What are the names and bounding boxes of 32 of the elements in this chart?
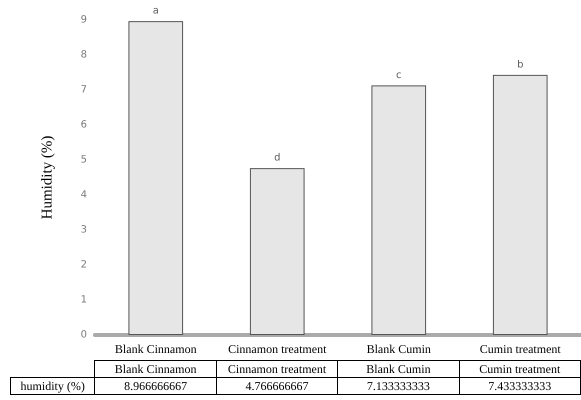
bar <box>371 85 426 335</box>
annotation: a <box>152 6 159 17</box>
y-tick-label: 4 <box>80 190 87 200</box>
y-tick-label: 2 <box>80 260 87 270</box>
text: humidity (%) <box>10 378 95 394</box>
data-label: 8.966666667 <box>94 378 216 394</box>
y-tick-label: 7 <box>80 84 87 96</box>
y-tick-label: 0 <box>80 330 87 340</box>
category-label: Blank Cinnamon <box>114 362 196 376</box>
data-label: 4.766666667 <box>216 378 338 394</box>
x-tick-label: Blank Cinnamon <box>114 342 197 356</box>
y-tick-label: 9 <box>80 14 87 26</box>
category-label: Blank Cumin <box>366 362 431 376</box>
annotation: d <box>274 152 280 164</box>
y-tick-label: 8 <box>80 50 87 60</box>
y-axis-title: Humidity (%) <box>40 136 56 220</box>
bar <box>250 168 305 335</box>
y-tick-label: 5 <box>80 154 87 166</box>
annotation: b <box>517 59 524 70</box>
x-tick-label: Cinnamon treatment <box>228 342 328 356</box>
bar <box>128 21 184 335</box>
annotation: c <box>396 70 402 81</box>
x-tick-label: Blank Cumin <box>366 342 431 356</box>
bar <box>492 74 548 335</box>
y-tick-label: 6 <box>80 120 87 130</box>
data-label: 7.133333333 <box>338 378 460 394</box>
category-label: Cumin treatment <box>479 362 560 376</box>
data-label: 7.433333333 <box>459 378 580 394</box>
y-tick-label: 3 <box>80 224 87 236</box>
category-label: Cinnamon treatment <box>228 362 326 376</box>
x-tick-label: Cumin treatment <box>480 342 562 356</box>
y-tick-label: 1 <box>80 294 87 306</box>
